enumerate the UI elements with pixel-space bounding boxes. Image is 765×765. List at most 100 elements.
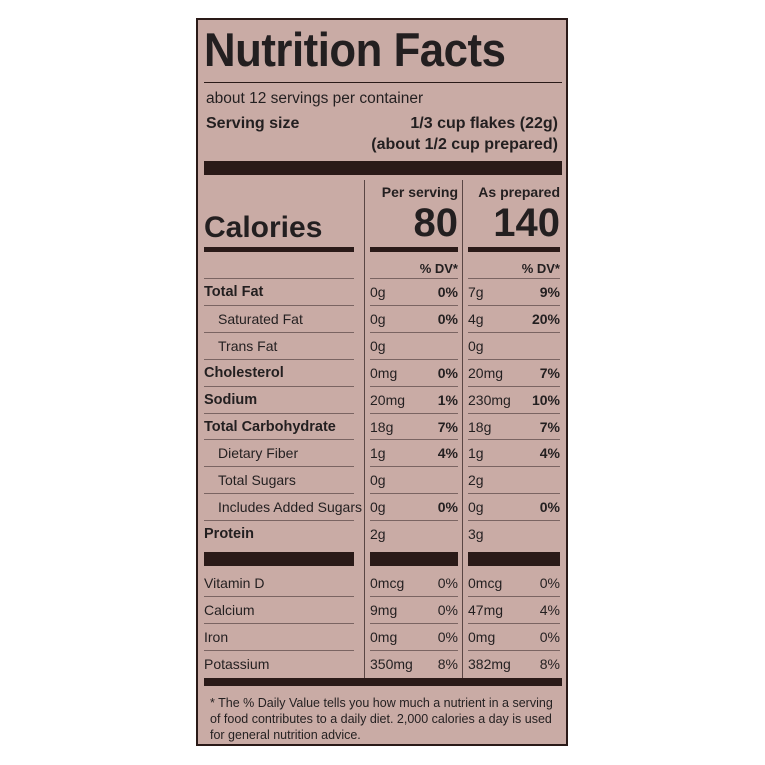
vitamin-dv-serving: 8% (437, 655, 458, 672)
vitamin-amount-serving: 350mg (370, 655, 413, 672)
row-rule-serving (370, 493, 458, 495)
row-rule-serving (370, 304, 458, 306)
nutrient-name: Includes Added Sugars (218, 499, 362, 516)
row-rule-serving (370, 520, 458, 522)
vitamin-dv-prepared: 4% (539, 601, 560, 618)
nutrient-name: Dietary Fiber (218, 445, 299, 462)
label-title: Nutrition Facts (204, 23, 506, 76)
nutrient-amount-serving: 20mg (370, 391, 406, 408)
footnote: * The % Daily Value tells you how much a… (210, 696, 553, 742)
nutrient-amount-serving: 0g (370, 472, 386, 489)
vitamin-amount-prepared: 0mcg (468, 575, 503, 591)
vitamin-dv-serving: 0% (437, 575, 458, 591)
vitamin-amount-serving: 9mg (370, 601, 398, 618)
nutrient-amount-serving: 0g (370, 284, 386, 300)
vitamin-dv-prepared: 0% (539, 628, 560, 645)
footnote-divider (204, 678, 562, 686)
row-rule-name (204, 331, 354, 333)
vitamin-dv-serving: 0% (437, 601, 458, 618)
nutrient-amount-prepared: 1g (468, 445, 484, 462)
nutrient-dv-serving: 0% (437, 284, 458, 300)
nutrient-name: Trans Fat (218, 337, 278, 354)
nutrient-name: Total Carbohydrate (204, 418, 336, 435)
serving-size-value: 1/3 cup flakes (22g) (410, 115, 558, 132)
nutrient-amount-prepared: 230mg (468, 391, 511, 408)
nutrient-name: Sodium (204, 391, 258, 408)
vitamin-amount-serving: 0mcg (370, 575, 405, 591)
nutrient-dv-serving: 7% (437, 418, 458, 435)
nutrient-dv-prepared: 0% (539, 499, 560, 516)
vitamin-name: Calcium (204, 601, 255, 618)
nutrient-amount-prepared: 3g (468, 526, 484, 543)
vit-rule-prepared (468, 622, 560, 624)
dv-header-2: % DV* (521, 261, 560, 276)
row-rule-name (204, 466, 354, 468)
nutrient-amount-prepared: 0g (468, 499, 484, 516)
calories-rule-1 (204, 247, 354, 252)
title-divider (204, 82, 562, 83)
nutrient-dv-prepared: 7% (539, 364, 560, 381)
vitamin-amount-prepared: 47mg (468, 601, 504, 618)
row-rule-prepared (468, 520, 560, 522)
nutrient-name: Total Sugars (218, 472, 296, 489)
nutrient-dv-serving: 0% (437, 499, 458, 516)
vitamin-amount-serving: 0mg (370, 628, 398, 645)
col-per-serving: Per serving (381, 184, 458, 200)
vit-rule-serving (370, 622, 458, 624)
nutrient-name: Protein (204, 526, 254, 543)
vit-rule-serving (370, 595, 458, 597)
nutrient-amount-serving: 1g (370, 445, 386, 462)
row-rule-prepared (468, 466, 560, 468)
vit-rule-serving (370, 649, 458, 651)
row-rule-serving (370, 358, 458, 360)
calories-label: Calories (204, 211, 323, 244)
row-rule-prepared (468, 439, 560, 441)
calories-as-prepared: 140 (493, 201, 560, 245)
row-rule-name (204, 439, 354, 441)
vitamin-name: Vitamin D (204, 575, 265, 591)
nutrient-dv-prepared: 7% (539, 418, 560, 435)
nutrient-amount-serving: 18g (370, 418, 394, 435)
nutrient-dv-serving: 1% (437, 391, 458, 408)
vit-rule-name (204, 595, 354, 597)
nutrient-amount-prepared: 4g (468, 310, 484, 327)
vitamin-name: Iron (204, 628, 229, 645)
row-rule-name (204, 493, 354, 495)
nutrient-name: Cholesterol (204, 364, 284, 381)
row-rule-name (204, 412, 354, 414)
nutrition-facts-panel: Nutrition Facts about 12 servings per co… (196, 18, 568, 746)
nutrient-name: Total Fat (204, 284, 264, 300)
nutrient-amount-serving: 0mg (370, 364, 398, 381)
nutrient-amount-prepared: 18g (468, 418, 492, 435)
row-rule-prepared (468, 412, 560, 414)
vit-rule-name (204, 649, 354, 651)
nutrient-dv-prepared: 10% (531, 391, 560, 408)
nutrient-dv-prepared: 4% (539, 445, 560, 462)
row-rule-name (204, 385, 354, 387)
column-divider-2 (462, 180, 463, 678)
vit-rule-prepared (468, 595, 560, 597)
row-rule-prepared (468, 278, 560, 279)
nutrient-amount-serving: 0g (370, 310, 386, 327)
vit-rule-prepared (468, 649, 560, 651)
row-rule-prepared (468, 385, 560, 387)
calories-rule-3 (468, 247, 560, 252)
serving-divider (204, 161, 562, 175)
vitamin-dv-serving: 0% (437, 628, 458, 645)
vitamin-name: Potassium (204, 655, 270, 672)
nutrient-amount-serving: 2g (370, 526, 386, 543)
row-rule-serving (370, 385, 458, 387)
vit-rule-name (204, 622, 354, 624)
serving-size-label: Serving size (206, 115, 300, 132)
row-rule-name (204, 278, 354, 279)
row-rule-serving (370, 412, 458, 414)
row-rule-prepared (468, 493, 560, 495)
row-rule-name (204, 304, 354, 306)
nutrient-dv-prepared: 9% (539, 284, 560, 300)
row-rule-serving (370, 331, 458, 333)
serving-size-prepared: (about 1/2 cup prepared) (371, 136, 558, 153)
nutrient-amount-prepared: 2g (468, 472, 484, 489)
row-rule-prepared (468, 304, 560, 306)
nutrient-amount-serving: 0g (370, 499, 386, 516)
nutrient-amount-serving: 0g (370, 337, 386, 354)
